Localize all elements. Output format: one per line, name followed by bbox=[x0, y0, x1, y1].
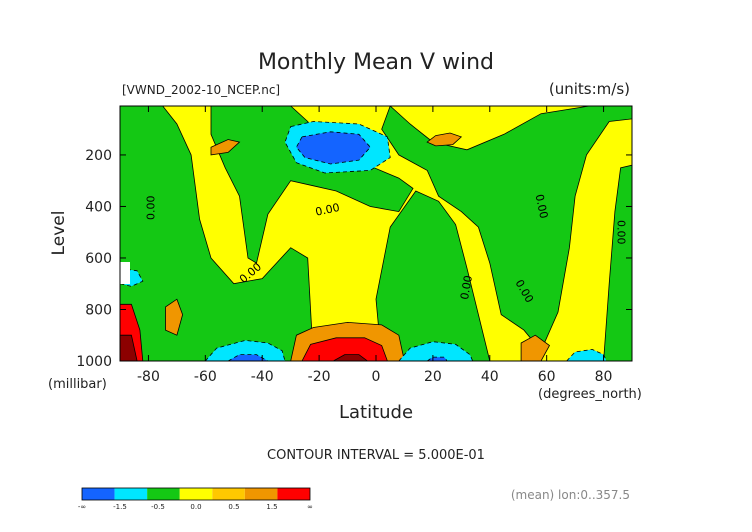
contour-region-weak-negative-0 bbox=[120, 106, 314, 361]
colorbar-swatch-5 bbox=[244, 488, 278, 500]
colorbar-swatch-4 bbox=[212, 488, 245, 500]
missing-data-patch bbox=[120, 262, 130, 284]
x-tick-label-3: -20 bbox=[308, 369, 331, 385]
x-tick-label-1: -60 bbox=[194, 369, 217, 385]
contour-interval: CONTOUR INTERVAL = 5.000E-01 bbox=[267, 448, 485, 463]
colorbar-label-6: ∞ bbox=[307, 503, 313, 511]
contour-region-strong-negative-15 bbox=[227, 354, 269, 361]
source-label: [VWND_2002-10_NCEP.nc] bbox=[122, 83, 280, 97]
y-tick-label-1: 400 bbox=[85, 199, 112, 215]
x-tick-label-5: 20 bbox=[424, 369, 442, 385]
x-tick-label-4: 0 bbox=[372, 369, 381, 385]
contour-region-extreme-positive-11 bbox=[332, 354, 369, 361]
colorbar-label-4: 0.5 bbox=[228, 503, 239, 511]
contour-region-negative-14 bbox=[204, 339, 286, 361]
x-tick-label-2: -40 bbox=[251, 369, 274, 385]
x-axis: -80 -60 -40 -20 0 20 40 60 80 bbox=[137, 106, 612, 385]
contour-regions bbox=[120, 106, 632, 361]
contour-label-4: 0.00 bbox=[533, 193, 551, 220]
x-tick-label-8: 80 bbox=[595, 369, 613, 385]
y-tick-label-2: 600 bbox=[85, 251, 112, 267]
colorbar-label-0: -∞ bbox=[78, 503, 86, 511]
contour-region-strong-positive-10 bbox=[301, 337, 388, 361]
contour-region-positive-8 bbox=[520, 334, 551, 361]
x-tick-label-7: 60 bbox=[538, 369, 556, 385]
contour-region-positive-5 bbox=[210, 139, 241, 156]
colorbar-label-1: -1.5 bbox=[113, 503, 127, 511]
contour-region-strong-negative-13 bbox=[295, 131, 371, 165]
contour-region-extreme-positive-21 bbox=[120, 334, 138, 361]
contour-label-0: 0.00 bbox=[144, 195, 157, 220]
x-axis-label: Latitude bbox=[339, 402, 413, 423]
colorbar-swatch-3 bbox=[179, 488, 213, 500]
contour-region-negative-16 bbox=[398, 341, 474, 361]
units-label: (units:m/s) bbox=[549, 80, 630, 98]
x-tick-label-6: 40 bbox=[481, 369, 499, 385]
contour-region-weak-negative-4 bbox=[603, 164, 632, 361]
colorbar-swatch-1 bbox=[114, 488, 148, 500]
x-tick-label-0: -80 bbox=[137, 369, 160, 385]
y-axis-units: (millibar) bbox=[48, 377, 107, 392]
colorbar-label-5: 1.5 bbox=[266, 503, 277, 511]
colorbar-swatch-6 bbox=[277, 488, 310, 500]
contour-label-6: 0.00 bbox=[615, 220, 628, 245]
chart-title: Monthly Mean V wind bbox=[258, 50, 494, 75]
contour-region-weak-negative-2 bbox=[381, 106, 632, 352]
contour-region-positive-6 bbox=[165, 298, 184, 336]
contour-label-3: 0.00 bbox=[458, 274, 475, 300]
mean-note: (mean) lon:0..357.5 bbox=[511, 488, 630, 502]
contour-region-strong-negative-17 bbox=[426, 356, 448, 361]
colorbar: -∞ -1.5 -0.5 0.0 0.5 1.5 ∞ bbox=[78, 487, 313, 511]
colorbar-swatch-0 bbox=[82, 488, 115, 500]
contour-label-1: 0.00 bbox=[314, 201, 341, 219]
y-axis: 200 400 600 800 1000 bbox=[76, 148, 632, 370]
y-tick-label-0: 200 bbox=[85, 148, 112, 164]
colorbar-frame bbox=[81, 487, 311, 501]
contour-region-negative-18 bbox=[566, 348, 607, 361]
y-tick-label-3: 800 bbox=[85, 302, 112, 318]
y-tick-label-4: 1000 bbox=[76, 354, 112, 370]
colorbar-swatch-2 bbox=[147, 488, 180, 500]
y-axis-label: Level bbox=[49, 211, 69, 256]
x-axis-units: (degrees_north) bbox=[538, 387, 642, 402]
colorbar-label-2: -0.5 bbox=[151, 503, 165, 511]
colorbar-label-3: 0.0 bbox=[190, 503, 201, 511]
contour-region-positive-7 bbox=[426, 132, 463, 147]
